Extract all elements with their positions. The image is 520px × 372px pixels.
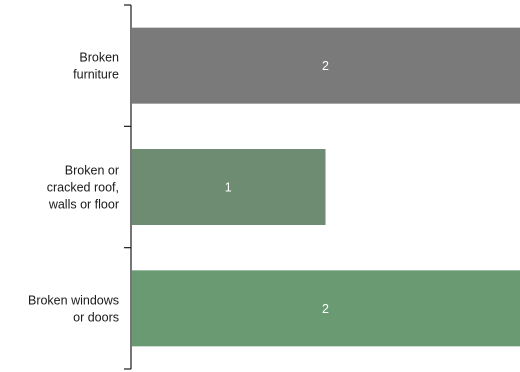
bar-value-label: 2 [322, 302, 329, 316]
category-label: Broken furniture [73, 51, 119, 82]
bar [132, 270, 520, 347]
bars [132, 27, 520, 347]
bar [132, 149, 326, 225]
category-label: Broken or cracked roof, walls or floor [47, 164, 119, 212]
category-label-line: Broken [79, 51, 119, 65]
category-label-line: walls or floor [48, 198, 119, 212]
bar [132, 27, 520, 104]
category-label-line: Broken or [65, 164, 119, 178]
category-label: Broken windows or doors [28, 293, 119, 324]
y-axis-ticks [124, 4, 131, 370]
bar-value-label: 2 [322, 59, 329, 73]
value-labels: 2 1 2 [225, 59, 329, 316]
bar-value-label: 1 [225, 181, 232, 195]
category-label-line: furniture [73, 68, 119, 82]
category-label-line: Broken windows [28, 293, 119, 307]
category-label-line: cracked roof, [47, 181, 119, 195]
category-labels: Broken furniture Broken or cracked roof, wal… [28, 51, 119, 325]
category-label-line: or doors [73, 310, 119, 324]
